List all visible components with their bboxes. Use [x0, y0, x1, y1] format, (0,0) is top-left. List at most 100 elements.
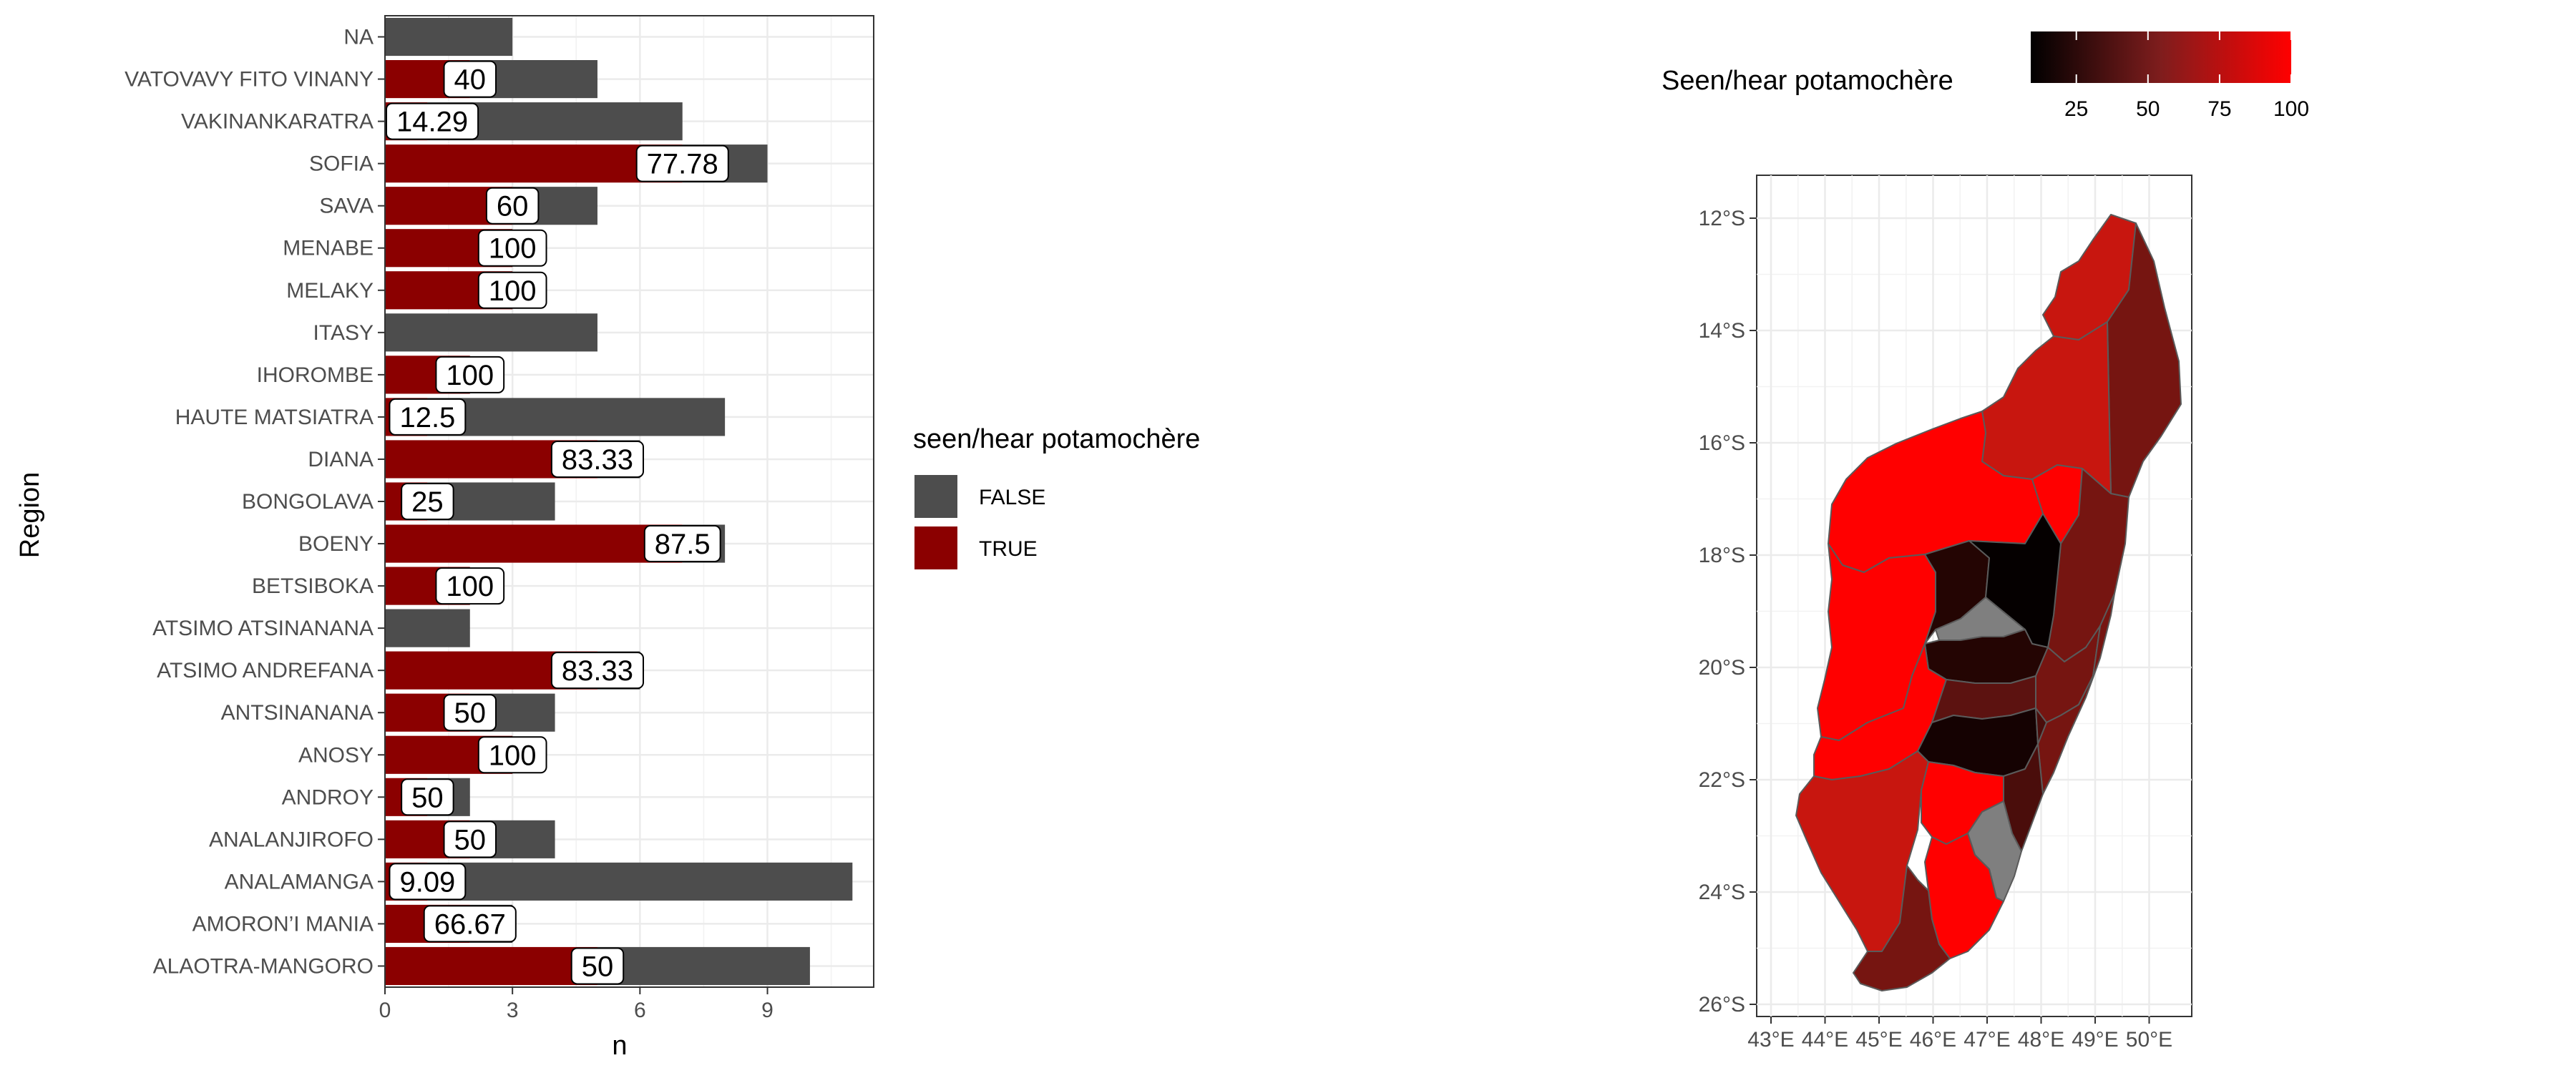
- bar-data-label: 60: [485, 187, 540, 225]
- bar-data-label-box: [477, 229, 547, 267]
- bar-data-label-text: 60: [497, 191, 529, 222]
- bar-data-label: 87.5: [643, 525, 721, 563]
- bar-data-label-text: 50: [454, 697, 487, 729]
- bar-data-label: 100: [435, 567, 505, 605]
- bar-false: [385, 609, 470, 647]
- map-y-tick-label: 14°S: [1699, 319, 1745, 343]
- bar-data-label: 100: [477, 271, 547, 309]
- y-tick-label: ANDROY: [282, 785, 374, 809]
- legend-key-false: [914, 475, 957, 518]
- bar-data-label-box: [635, 144, 729, 182]
- y-tick-label: IHOROMBE: [257, 363, 374, 387]
- bar-data-label-box: [477, 271, 547, 309]
- map-x-tick-label: 49°E: [2072, 1028, 2118, 1052]
- bar-data-label-text: 100: [489, 275, 537, 307]
- bar-legend-title: seen/hear potamochère: [913, 424, 1200, 454]
- bar-data-label-box: [443, 60, 497, 98]
- region-vakinankaratra: [1924, 629, 2049, 684]
- bar-legend: seen/hear potamochère FALSE TRUE: [913, 424, 1200, 569]
- bar-data-label: 83.33: [550, 652, 645, 690]
- bar-data-label-text: 83.33: [562, 444, 633, 476]
- bar-chart: 4014.2977.786010010010012.583.332587.510…: [15, 15, 1200, 1061]
- y-tick-label: ATSIMO ANDREFANA: [157, 659, 374, 682]
- bar-data-label: 83.33: [550, 440, 645, 478]
- bar-data-label-box: [443, 694, 497, 732]
- bar-false: [597, 946, 810, 986]
- bar-data-label: 14.29: [386, 102, 479, 140]
- map-x-tick-label: 50°E: [2126, 1028, 2172, 1052]
- region-androy: [1853, 865, 1951, 991]
- y-tick-label: AMORON’I MANIA: [192, 912, 374, 936]
- x-tick-label: 3: [507, 999, 519, 1022]
- bar-data-label-text: 87.5: [655, 529, 711, 560]
- x-tick-label: 6: [634, 999, 646, 1022]
- bar-data-label: 12.5: [389, 398, 467, 436]
- map-x-ticks: 43°E 44°E 45°E 46°E 47°E 48°E 49°E 50°E: [1747, 1016, 2172, 1052]
- bar-data-label: 40: [443, 60, 497, 98]
- bar-false: [385, 17, 513, 57]
- region-itasy: [1935, 597, 2026, 641]
- y-tick-label: ATSIMO ATSINANANA: [152, 617, 374, 640]
- bar-plot-panel: 40 14.29 77.78 60 100 100 100 12.5 83.33 25 87.5 10…: [384, 15, 874, 988]
- y-tick-label: VATOVAVY FITO VINANY: [125, 68, 374, 92]
- bar-false: [427, 398, 726, 436]
- bar-data-label-text: 12.5: [399, 402, 455, 433]
- map-legend-ticks: 25 50 75 100: [2064, 31, 2309, 121]
- map-x-tick-label: 45°E: [1855, 1028, 1902, 1052]
- bar-data-label-text: 100: [489, 233, 537, 265]
- map-y-tick-label: 22°S: [1699, 768, 1745, 792]
- bar-data-label-box: [443, 820, 497, 858]
- bar-data-label-box: [401, 483, 454, 520]
- colorbar-tick-label: 50: [2136, 97, 2160, 121]
- map-y-tick-label: 12°S: [1699, 207, 1745, 230]
- y-tick-label: SAVA: [319, 195, 374, 218]
- map-y-tick-label: 26°S: [1699, 993, 1745, 1016]
- bar-true: [385, 144, 683, 183]
- y-tick-label: ANALAMANGA: [225, 870, 374, 893]
- x-tick-label: 9: [761, 999, 774, 1022]
- bar-data-label-text: 50: [454, 824, 487, 856]
- region-analanjirofo: [2047, 468, 2129, 662]
- y-tick-label: BETSIBOKA: [252, 574, 374, 598]
- map-x-tick-label: 43°E: [1747, 1028, 1794, 1052]
- y-tick-label: NA: [343, 26, 374, 49]
- x-tick-label: 0: [379, 999, 391, 1022]
- bar-data-label-text: 14.29: [396, 107, 468, 138]
- region-boeny: [1828, 411, 2044, 573]
- region-ihorombe: [1921, 761, 2004, 845]
- bar-data-label: 66.67: [423, 905, 517, 943]
- map-x-tick-label: 47°E: [1963, 1028, 2010, 1052]
- bar-data-label-text: 9.09: [399, 866, 455, 898]
- bar-true: [385, 946, 597, 986]
- bar-data-label: 77.78: [635, 144, 729, 182]
- bar-data-label-box: [423, 905, 517, 943]
- bar-data-label-box: [386, 102, 479, 140]
- bar-false: [385, 313, 597, 352]
- bar-data-label: 50: [401, 778, 454, 816]
- map-y-tick-label: 20°S: [1699, 656, 1745, 680]
- bar-data-label-text: 25: [411, 486, 444, 518]
- bar-data-label-box: [570, 947, 625, 985]
- y-tick-label: ITASY: [313, 321, 374, 345]
- region-amoroni-mania: [1928, 668, 2036, 723]
- region-atsimo-atsinanana: [1967, 800, 2022, 902]
- colorbar-tick-label: 100: [2273, 97, 2309, 121]
- y-tick-label: MELAKY: [286, 279, 374, 303]
- region-atsinanana: [2037, 593, 2115, 795]
- y-tick-label: MENABE: [283, 237, 374, 260]
- y-tick-label: HAUTE MATSIATRA: [175, 406, 374, 429]
- region-vatovavy-fitovinany: [2003, 707, 2047, 852]
- bar-data-label-box: [389, 398, 467, 436]
- bar-data-label: 50: [443, 820, 497, 858]
- bar-data-label-text: 50: [582, 951, 614, 982]
- y-tick-label: ANOSY: [298, 743, 374, 767]
- region-anosy: [1924, 833, 2004, 959]
- bar-data-label: 100: [435, 356, 505, 393]
- bar-data-label-box: [389, 863, 467, 901]
- map-legend-colorbar: [2031, 31, 2291, 83]
- map-panel: [1756, 175, 2192, 1017]
- region-alaotra-mangoro: [2035, 625, 2101, 723]
- legend-label-false: FALSE: [979, 486, 1045, 509]
- bar-data-label-box: [435, 356, 505, 393]
- y-axis-title: Region: [15, 472, 45, 558]
